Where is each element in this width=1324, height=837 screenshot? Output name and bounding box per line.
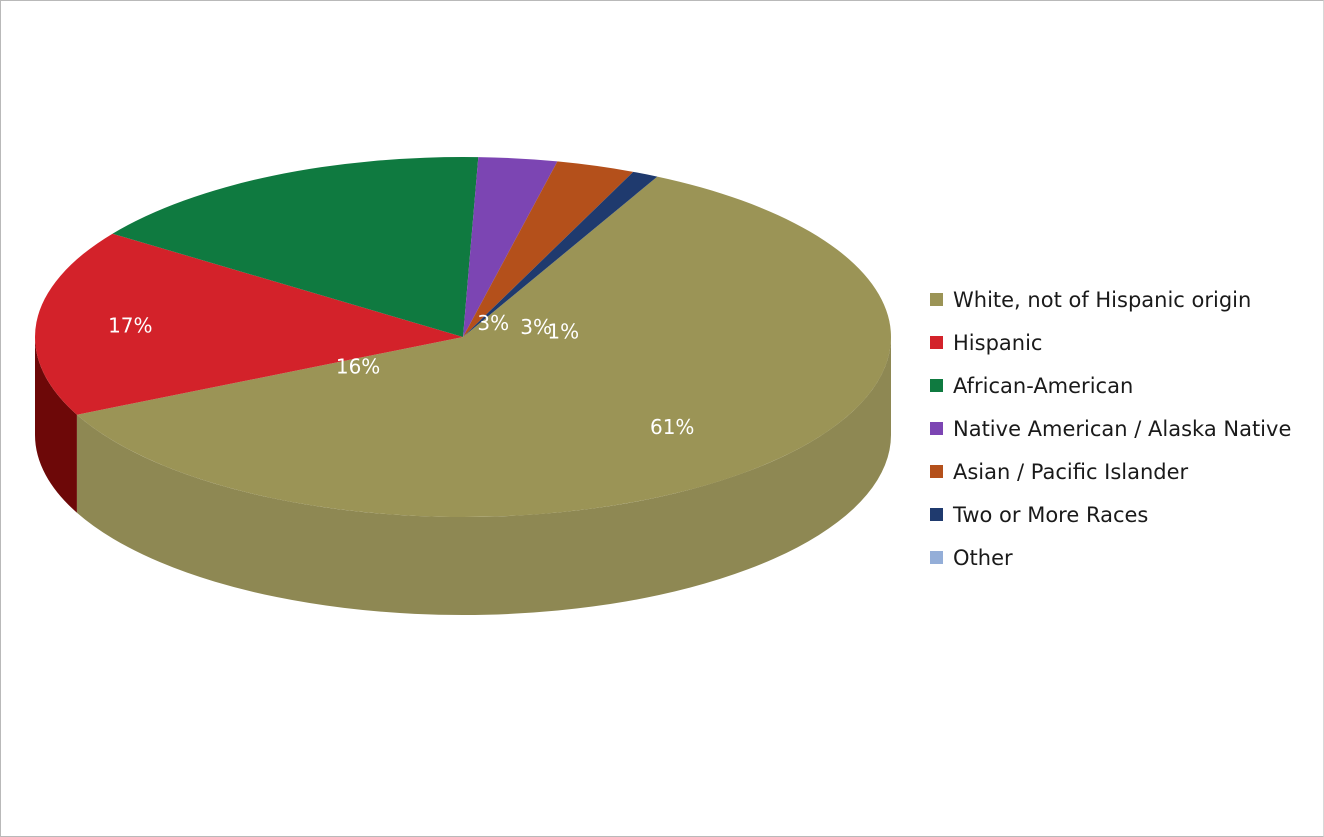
- pie-top: [34, 157, 891, 517]
- legend-item-white: White, not of Hispanic origin: [930, 278, 1291, 321]
- data-label-white: 61%: [650, 415, 694, 439]
- pie-side-hispanic: [35, 337, 77, 513]
- legend-swatch-african-american: [930, 379, 943, 392]
- legend-label-native-american: Native American / Alaska Native: [953, 416, 1292, 441]
- legend-swatch-two-or-more: [930, 508, 943, 521]
- legend-label-white: White, not of Hispanic origin: [953, 287, 1252, 312]
- data-label-hispanic: 17%: [108, 313, 152, 337]
- legend-item-native-american: Native American / Alaska Native: [930, 407, 1291, 450]
- data-label-african-american: 16%: [336, 354, 380, 378]
- pie-slice-native-american: [463, 157, 558, 337]
- legend-label-other: Other: [953, 545, 1013, 570]
- data-label-native-american: 3%: [477, 311, 509, 335]
- legend-label-asian-pacific: Asian / Pacific Islander: [953, 459, 1189, 484]
- legend-item-african-american: African-American: [930, 364, 1291, 407]
- legend-swatch-white: [930, 293, 943, 306]
- legend-swatch-hispanic: [930, 336, 943, 349]
- legend-label-african-american: African-American: [953, 373, 1134, 398]
- legend-item-hispanic: Hispanic: [930, 321, 1291, 364]
- legend-swatch-other: [930, 551, 943, 564]
- pie-sides: [35, 337, 892, 615]
- legend-label-hispanic: Hispanic: [953, 330, 1043, 355]
- pie-slice-african-american: [112, 157, 479, 337]
- legend-label-two-or-more: Two or More Races: [953, 502, 1149, 527]
- legend-swatch-native-american: [930, 422, 943, 435]
- pie-slice-asian-pacific: [463, 161, 634, 337]
- pie-slice-white: [76, 176, 891, 517]
- legend-swatch-asian-pacific: [930, 465, 943, 478]
- data-label-asian-pacific: 3%: [520, 315, 552, 339]
- pie-slice-hispanic: [34, 233, 464, 415]
- legend-item-asian-pacific: Asian / Pacific Islander: [930, 450, 1291, 493]
- legend-item-two-or-more: Two or More Races: [930, 493, 1291, 536]
- pie-slice-two-or-more: [463, 171, 658, 337]
- data-label-two-or-more: 1%: [547, 319, 579, 343]
- legend-item-other: Other: [930, 536, 1291, 579]
- pie-side-white: [76, 337, 892, 615]
- legend: White, not of Hispanic origin Hispanic A…: [930, 278, 1291, 579]
- data-labels: 61%17%16%3% 3%1%: [108, 311, 694, 439]
